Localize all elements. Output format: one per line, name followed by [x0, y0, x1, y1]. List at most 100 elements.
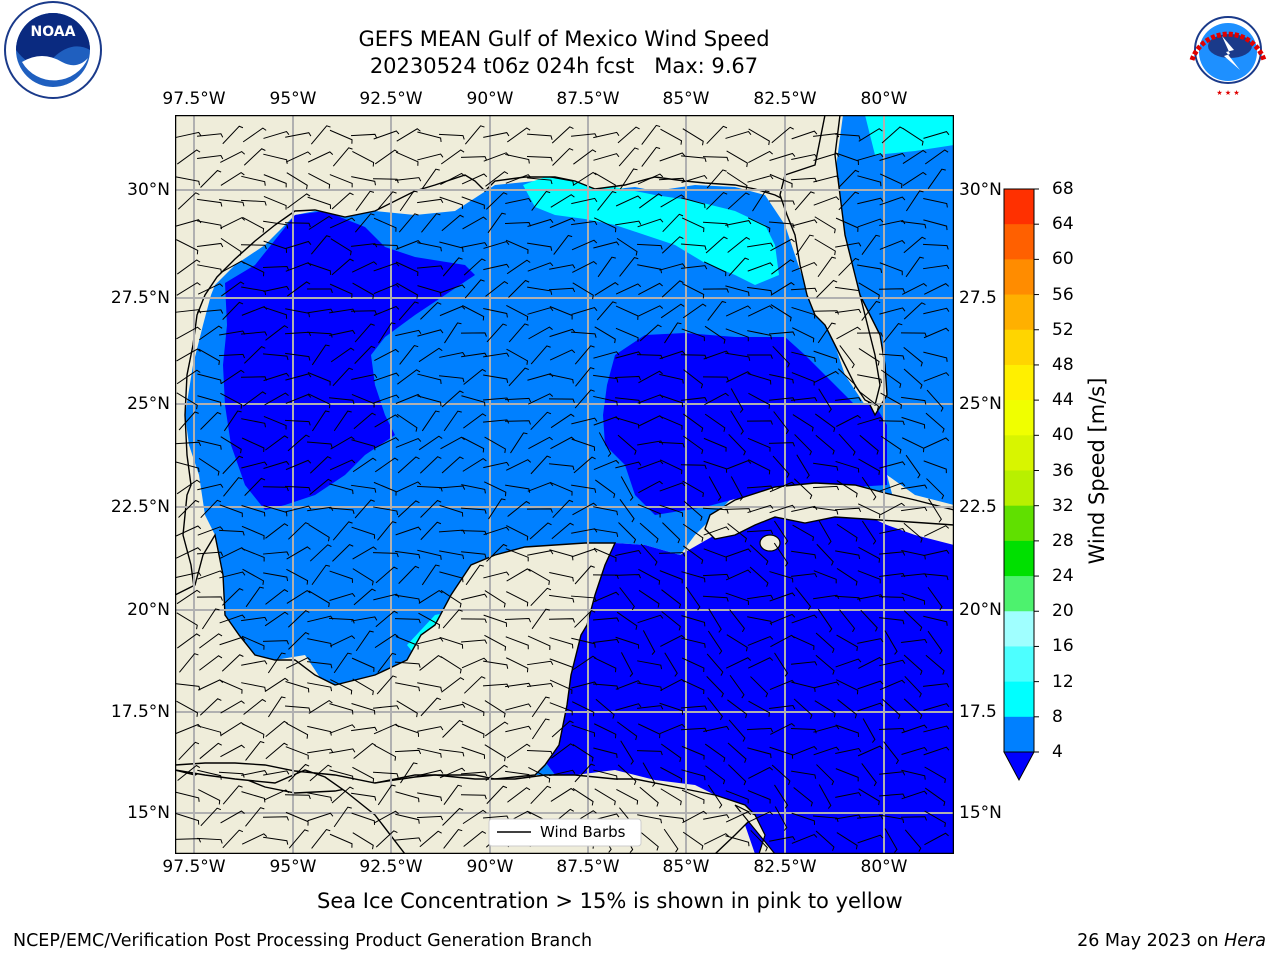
wind-barb: [835, 152, 859, 166]
wind-barb: [637, 814, 662, 824]
wind-barb: [818, 388, 832, 413]
wind-barb: [527, 635, 551, 650]
wind-barb: [924, 283, 950, 295]
wind-barb: [593, 374, 619, 383]
wind-region-low-nw: [223, 211, 475, 510]
wind-barb: [927, 630, 943, 655]
wind-barb: [241, 791, 266, 803]
wind-barb: [617, 764, 637, 786]
wind-barb: [286, 568, 309, 585]
wind-barb: [836, 679, 859, 695]
wind-barb: [706, 191, 728, 210]
wind-barb: [263, 572, 289, 582]
wind-barb: [884, 828, 898, 853]
wind-barb: [265, 325, 289, 341]
wind-barb: [221, 654, 244, 672]
wind-barb: [727, 236, 751, 253]
wind-barb: [857, 570, 881, 584]
wind-barb: [263, 130, 290, 139]
wind-barb: [241, 461, 268, 469]
wind-barb: [796, 454, 810, 479]
wind-barb: [838, 169, 860, 188]
wind-barb: [442, 609, 463, 629]
wind-barb: [331, 258, 354, 276]
wind-barb: [351, 393, 375, 408]
wind-barb: [773, 542, 789, 567]
wind-barb: [615, 195, 642, 207]
wind-barb: [571, 637, 596, 648]
wind-barb: [702, 573, 730, 579]
wind-barb: [725, 548, 752, 558]
wind-barb: [461, 352, 488, 358]
wind-barb: [660, 194, 685, 208]
wind-barb: [814, 413, 836, 433]
wind-barb: [508, 323, 529, 343]
wind-barb: [857, 416, 884, 425]
wind-barb: [727, 699, 748, 719]
wind-barb: [285, 262, 312, 272]
wind-barb: [442, 719, 464, 738]
wind-barb: [460, 332, 487, 337]
wind-barb: [372, 243, 399, 250]
wind-barb: [658, 552, 686, 557]
wind-barb: [506, 459, 532, 471]
wind-barb: [616, 611, 638, 630]
wind-barb: [790, 177, 818, 183]
colorbar-tick-label: 32: [1052, 495, 1074, 516]
wind-barb: [176, 392, 198, 410]
wind-barb: [860, 609, 878, 632]
wind-barb: [593, 131, 620, 139]
wind-barb: [702, 595, 729, 602]
wind-barb: [286, 589, 311, 604]
wind-barb: [197, 439, 222, 450]
wind-barb: [900, 332, 927, 338]
wind-barb: [307, 506, 334, 512]
wind-barb: [197, 154, 224, 160]
wind-barb: [903, 654, 923, 675]
wind-barb: [245, 807, 265, 827]
wind-barb: [747, 305, 774, 317]
wind-barb: [791, 635, 815, 650]
wind-barb: [879, 152, 906, 161]
wind-barb: [373, 372, 400, 382]
lon-label-bottom: 95°W: [269, 857, 317, 877]
wind-barb: [707, 697, 723, 721]
wind-barb: [460, 771, 488, 776]
wind-barb: [836, 480, 858, 498]
wind-barb: [506, 259, 531, 275]
wind-barb: [439, 351, 466, 358]
colorbar-segment: [1004, 646, 1034, 683]
wind-barb: [439, 703, 466, 711]
wind-barb: [791, 812, 816, 825]
colorbar-tick-label: 44: [1052, 390, 1074, 411]
wind-barb: [703, 261, 727, 277]
wind-barb: [223, 410, 242, 432]
wind-barb: [198, 789, 221, 805]
wind-barb: [463, 368, 487, 385]
wind-barb: [619, 168, 638, 190]
wind-barb: [329, 459, 356, 471]
wind-barb: [483, 461, 510, 469]
wind-barb: [747, 811, 774, 823]
wind-barb: [374, 414, 399, 428]
wind-barb: [531, 190, 551, 211]
wind-barb: [769, 836, 796, 842]
wind-barb: [331, 192, 354, 210]
wind-barb: [506, 127, 531, 143]
wind-barb: [241, 682, 266, 692]
wind-barb: [505, 725, 532, 733]
footer-date: 26 May 2023 on Hera: [1077, 931, 1266, 951]
wind-barb: [309, 764, 332, 782]
wind-barb: [748, 392, 771, 409]
wind-barb: [791, 351, 816, 362]
wind-barb: [857, 702, 884, 712]
wind-barb: [378, 322, 396, 344]
wind-barb: [702, 156, 729, 162]
wind-barb: [483, 419, 510, 424]
wind-barb: [329, 329, 356, 337]
wind-barb: [219, 504, 243, 518]
wind-barb: [505, 197, 532, 204]
svg-text:NOAA: NOAA: [31, 24, 76, 40]
wind-barb: [747, 635, 774, 646]
wind-barb: [241, 331, 268, 336]
